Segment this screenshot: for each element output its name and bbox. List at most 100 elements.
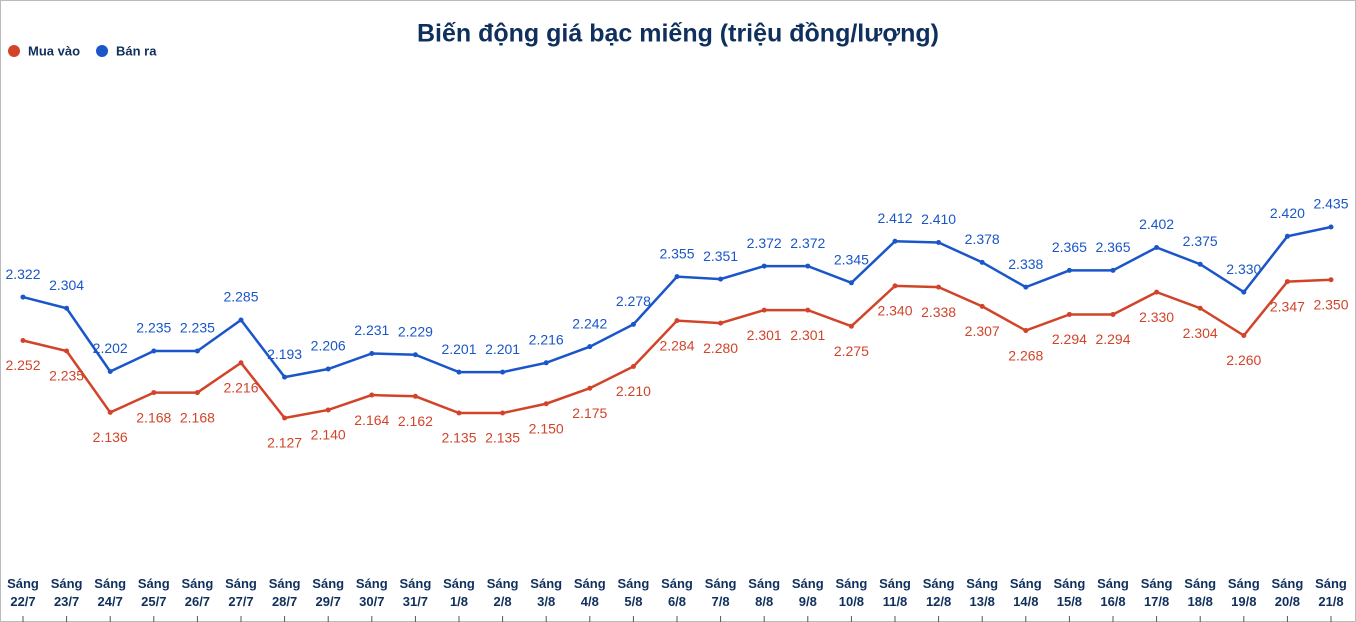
point xyxy=(151,348,157,354)
point xyxy=(20,337,26,343)
point xyxy=(1154,244,1160,250)
point xyxy=(1066,267,1072,273)
data-label: 2.365 xyxy=(1095,239,1130,255)
point xyxy=(587,344,593,350)
x-tick-label: Sáng 26/7 xyxy=(182,576,214,609)
point xyxy=(1328,224,1334,230)
data-label: 2.162 xyxy=(398,413,433,429)
x-tick-label: Sáng 20/8 xyxy=(1272,576,1304,609)
data-label: 2.410 xyxy=(921,211,956,227)
data-label: 2.235 xyxy=(49,368,84,384)
x-tick-label: Sáng 6/8 xyxy=(661,576,693,609)
legend-marker xyxy=(8,45,20,57)
point xyxy=(238,360,244,366)
data-label: 2.201 xyxy=(485,341,520,357)
data-label: 2.140 xyxy=(311,427,346,443)
point xyxy=(1241,289,1247,295)
point xyxy=(1284,233,1290,239)
x-tick-label: Sáng 22/7 xyxy=(7,576,39,609)
data-label: 2.193 xyxy=(267,346,302,362)
data-label: 2.307 xyxy=(965,323,1000,339)
point xyxy=(64,305,70,311)
x-tick-label: Sáng 5/8 xyxy=(618,576,650,609)
point xyxy=(412,352,418,358)
point xyxy=(1023,328,1029,334)
data-label: 2.330 xyxy=(1226,261,1261,277)
x-tick-label: Sáng 1/8 xyxy=(443,576,475,609)
legend-label: Bán ra xyxy=(116,43,157,58)
point xyxy=(805,307,811,313)
point xyxy=(369,392,375,398)
point xyxy=(543,360,549,366)
point xyxy=(64,348,70,354)
data-label: 2.338 xyxy=(921,304,956,320)
point xyxy=(936,284,942,290)
data-label: 2.338 xyxy=(1008,256,1043,272)
point xyxy=(282,415,288,421)
x-tick-label: Sáng 4/8 xyxy=(574,576,606,609)
x-tick-label: Sáng 21/8 xyxy=(1315,576,1347,609)
data-label: 2.412 xyxy=(877,210,912,226)
data-label: 2.340 xyxy=(877,303,912,319)
point xyxy=(325,407,331,413)
x-tick-label: Sáng 15/8 xyxy=(1054,576,1086,609)
point xyxy=(1023,284,1029,290)
data-label: 2.216 xyxy=(529,332,564,348)
data-label: 2.278 xyxy=(616,293,651,309)
point xyxy=(1197,261,1203,267)
point xyxy=(848,280,854,286)
point xyxy=(892,283,898,289)
point xyxy=(674,318,680,324)
point xyxy=(892,238,898,244)
data-label: 2.202 xyxy=(93,340,128,356)
data-label: 2.285 xyxy=(223,289,258,305)
x-tick-label: Sáng 9/8 xyxy=(792,576,824,609)
point xyxy=(107,409,113,415)
data-label: 2.372 xyxy=(747,235,782,251)
data-label: 2.301 xyxy=(747,327,782,343)
data-label: 2.260 xyxy=(1226,352,1261,368)
data-label: 2.350 xyxy=(1313,296,1348,312)
data-label: 2.136 xyxy=(93,429,128,445)
x-tick-label: Sáng 11/8 xyxy=(879,576,911,609)
data-label: 2.242 xyxy=(572,315,607,331)
x-tick-label: Sáng 19/8 xyxy=(1228,576,1260,609)
point xyxy=(848,323,854,329)
point xyxy=(194,348,200,354)
point xyxy=(1197,305,1203,311)
x-tick-label: Sáng 25/7 xyxy=(138,576,170,609)
chart-title: Biến động giá bạc miếng (triệu đồng/lượn… xyxy=(417,20,939,48)
point xyxy=(630,321,636,327)
point xyxy=(1110,267,1116,273)
data-label: 2.231 xyxy=(354,322,389,338)
point xyxy=(587,385,593,391)
data-label: 2.435 xyxy=(1313,196,1348,212)
x-tick-label: Sáng 28/7 xyxy=(269,576,301,609)
legend-marker xyxy=(96,45,109,57)
data-label: 2.135 xyxy=(441,430,476,446)
point xyxy=(543,401,549,407)
data-label: 2.229 xyxy=(398,323,433,339)
data-label: 2.345 xyxy=(834,252,869,268)
x-tick-label: Sáng 12/8 xyxy=(923,576,955,609)
data-label: 2.127 xyxy=(267,435,302,451)
point xyxy=(456,369,462,375)
x-tick-label: Sáng 24/7 xyxy=(94,576,126,609)
data-label: 2.351 xyxy=(703,248,738,264)
x-tick-label: Sáng 16/8 xyxy=(1097,576,1129,609)
point xyxy=(1241,333,1247,339)
data-label: 2.420 xyxy=(1270,205,1305,221)
point xyxy=(1154,289,1160,295)
point xyxy=(979,259,985,265)
x-tick-label: Sáng 18/8 xyxy=(1184,576,1216,609)
point xyxy=(107,368,113,374)
point xyxy=(1328,277,1334,283)
point xyxy=(151,390,157,396)
point xyxy=(369,351,375,357)
point xyxy=(761,263,767,269)
data-label: 2.294 xyxy=(1095,331,1130,347)
x-tick-label: Sáng 14/8 xyxy=(1010,576,1042,609)
x-tick-label: Sáng 30/7 xyxy=(356,576,388,609)
